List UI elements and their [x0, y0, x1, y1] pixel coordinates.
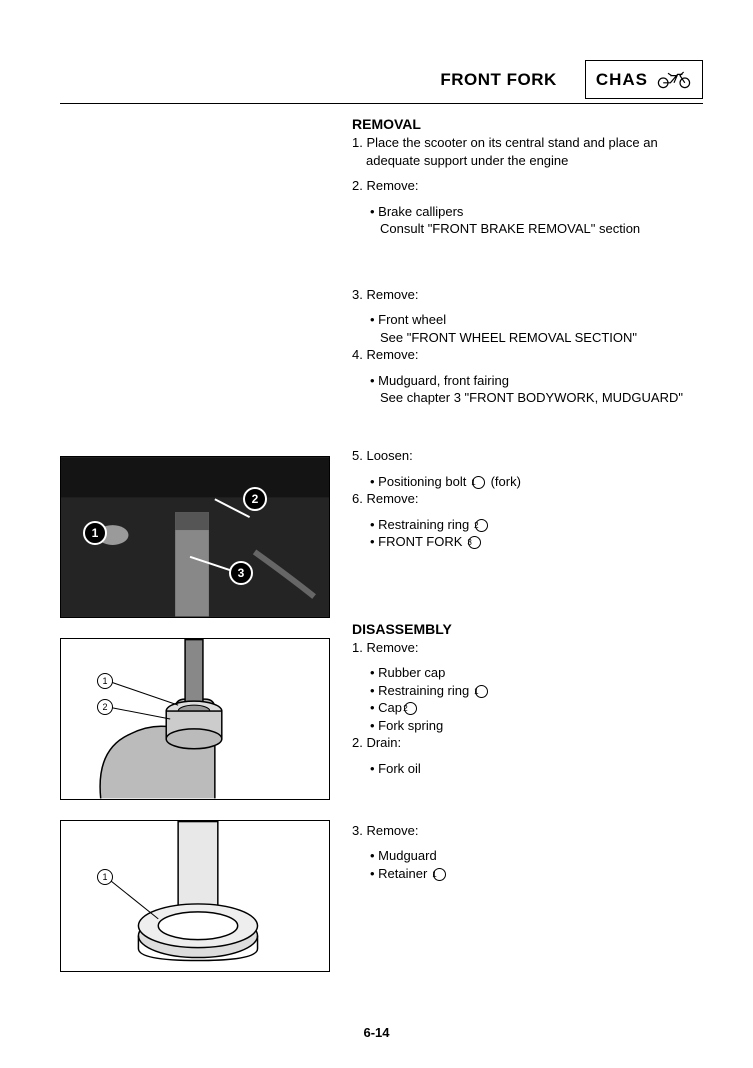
callout-2: 2 [243, 487, 267, 511]
ref-num: 2 [475, 519, 488, 532]
callout-1: 1 [97, 673, 113, 689]
bullet-text: • Retainer [370, 866, 431, 881]
removal-step-4-sub: See chapter 3 "FRONT BODYWORK, MUDGUARD" [352, 389, 703, 407]
step-text: Drain: [366, 735, 401, 750]
step-text: Remove: [366, 287, 418, 302]
step-num: 1. [352, 640, 363, 655]
disassembly-step-1-bullet-3: • Cap2 [352, 699, 703, 717]
figure-fork-photo: 1 2 3 [60, 456, 330, 618]
disassembly-title: DISASSEMBLY [352, 621, 703, 637]
bullet-text: (fork) [487, 474, 521, 489]
bullet-text: • Restraining ring [370, 517, 473, 532]
ref-num: 3 [468, 536, 481, 549]
callout-1: 1 [97, 869, 113, 885]
disassembly-step-3-bullet-1: • Mudguard [352, 847, 703, 865]
header-box: CHAS [585, 60, 703, 99]
disassembly-step-3-bullet-2: • Retainer 1 [352, 865, 703, 883]
figure-retainer-drawing: 1 [60, 820, 330, 972]
removal-step-4: 4. Remove: [352, 346, 703, 364]
disassembly-step-1-bullet-1: • Rubber cap [352, 664, 703, 682]
header-chas-label: CHAS [596, 70, 648, 90]
step-num: 1. [352, 135, 363, 150]
disassembly-step-1-bullet-4: • Fork spring [352, 717, 703, 735]
step-text: Remove: [366, 491, 418, 506]
step-num: 2. [352, 735, 363, 750]
ref-num: 1 [433, 868, 446, 881]
removal-step-6: 6. Remove: [352, 490, 703, 508]
removal-step-6-bullet-2: • FRONT FORK 3 [352, 533, 703, 551]
step-num: 4. [352, 347, 363, 362]
disassembly-step-2-bullet: • Fork oil [352, 760, 703, 778]
step-text: Remove: [366, 823, 418, 838]
disassembly-step-1: 1. Remove: [352, 639, 703, 657]
bullet-text: • Cap [370, 700, 402, 715]
disassembly-step-1-bullet-2: • Restraining ring 1 [352, 682, 703, 700]
motorcycle-icon [656, 67, 692, 92]
page-header: FRONT FORK CHAS [60, 60, 703, 104]
step-num: 3. [352, 287, 363, 302]
bullet-text: • Positioning bolt [370, 474, 470, 489]
bullet-text: • Restraining ring [370, 683, 473, 698]
callout-3: 3 [229, 561, 253, 585]
removal-step-3: 3. Remove: [352, 286, 703, 304]
removal-step-2: 2. Remove: [352, 177, 703, 195]
disassembly-step-2: 2. Drain: [352, 734, 703, 752]
step-text: Remove: [366, 347, 418, 362]
callout-2: 2 [97, 699, 113, 715]
step-text: Loosen: [366, 448, 412, 463]
ref-num: 1 [472, 476, 485, 489]
step-text: Remove: [366, 640, 418, 655]
disassembly-step-3: 3. Remove: [352, 822, 703, 840]
removal-step-1: 1. Place the scooter on its central stan… [352, 134, 703, 169]
step-num: 2. [352, 178, 363, 193]
bullet-text: • FRONT FORK [370, 534, 466, 549]
removal-step-5-bullet: • Positioning bolt 1 (fork) [352, 473, 703, 491]
removal-step-2-bullet: • Brake callipers [352, 203, 703, 221]
header-title: FRONT FORK [440, 70, 556, 90]
removal-step-6-bullet-1: • Restraining ring 2 [352, 516, 703, 534]
removal-step-3-sub: See "FRONT WHEEL REMOVAL SECTION" [352, 329, 703, 347]
removal-step-5: 5. Loosen: [352, 447, 703, 465]
ref-num: 1 [475, 685, 488, 698]
removal-step-4-bullet: • Mudguard, front fairing [352, 372, 703, 390]
step-num: 6. [352, 491, 363, 506]
step-num: 3. [352, 823, 363, 838]
removal-title: REMOVAL [352, 116, 703, 132]
removal-step-3-bullet: • Front wheel [352, 311, 703, 329]
removal-step-2-sub: Consult "FRONT BRAKE REMOVAL" section [352, 220, 703, 238]
step-text: Remove: [366, 178, 418, 193]
ref-num: 2 [404, 702, 417, 715]
callout-1: 1 [83, 521, 107, 545]
figure-fork-cap-drawing: 1 2 [60, 638, 330, 800]
step-text: Place the scooter on its central stand a… [366, 135, 658, 168]
step-num: 5. [352, 448, 363, 463]
page-number: 6-14 [0, 1025, 753, 1040]
